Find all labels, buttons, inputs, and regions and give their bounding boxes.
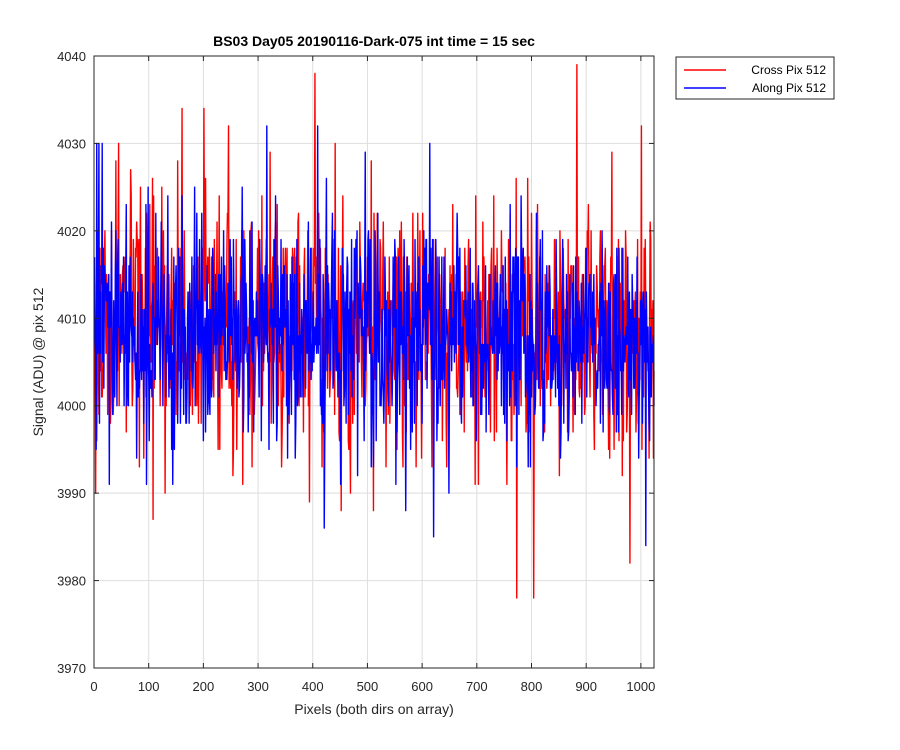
y-tick-labels: 3970 3980 3990 4000 4010 4020 4030 4040 (57, 49, 86, 676)
x-tick-label: 900 (575, 679, 597, 694)
x-tick-label: 1000 (626, 679, 655, 694)
y-axis-label: Signal (ADU) @ pix 512 (30, 287, 46, 436)
y-tick-label: 4030 (57, 136, 86, 151)
y-tick-label: 4000 (57, 399, 86, 414)
x-tick-label: 800 (521, 679, 543, 694)
x-tick-label: 700 (466, 679, 488, 694)
y-tick-label: 4020 (57, 224, 86, 239)
x-tick-label: 0 (90, 679, 97, 694)
x-tick-label: 600 (411, 679, 433, 694)
x-tick-label: 100 (138, 679, 160, 694)
y-tick-label: 3990 (57, 486, 86, 501)
legend-box (675, 56, 835, 100)
plot-area (93, 55, 655, 669)
y-tick-label: 3970 (57, 661, 86, 676)
x-tick-label: 300 (247, 679, 269, 694)
chart-title: BS03 Day05 20190116-Dark-075 int time = … (213, 33, 535, 49)
x-axis-label: Pixels (both dirs on array) (294, 701, 454, 717)
x-tick-labels: 0 100 200 300 400 500 600 700 800 900 1000 (90, 679, 655, 694)
series-layer (93, 64, 655, 599)
legend-label-along: Along Pix 512 (752, 81, 826, 95)
series-line-1 (93, 125, 655, 547)
x-tick-label: 400 (302, 679, 324, 694)
x-tick-label: 200 (193, 679, 215, 694)
y-tick-label: 3980 (57, 574, 86, 589)
y-tick-label: 4040 (57, 49, 86, 64)
axes-box (93, 55, 655, 669)
legend: Cross Pix 512 Along Pix 512 (675, 56, 835, 100)
x-tick-label: 500 (357, 679, 379, 694)
legend-label-cross: Cross Pix 512 (751, 63, 826, 77)
y-tick-label: 4010 (57, 311, 86, 326)
tick-marks (93, 55, 654, 669)
